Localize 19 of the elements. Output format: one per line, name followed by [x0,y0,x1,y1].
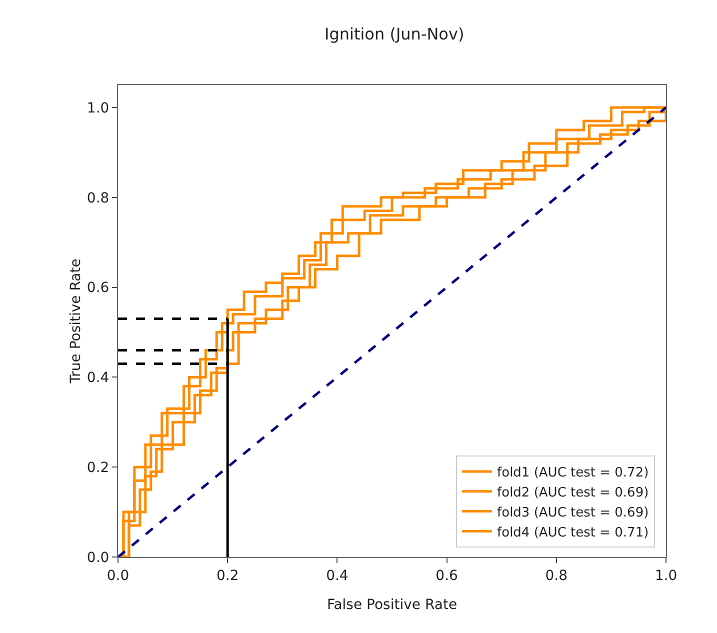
legend-label: fold1 (AUC test = 0.72) [497,466,649,481]
y-axis-title: True Positive Rate [68,258,84,384]
y-tick-label: 1.0 [86,100,110,116]
chart-title: Ignition (Jun-Nov) [324,24,464,44]
y-tick-label: 0.2 [86,460,110,476]
y-tick-label: 0.6 [86,280,110,296]
y-tick-label: 0.8 [86,190,110,206]
x-tick-label: 1.0 [654,568,678,584]
y-tick-label: 0.0 [86,550,110,566]
x-tick-label: 0.6 [436,568,458,584]
x-tick-label: 0.0 [106,568,130,584]
legend-label: fold3 (AUC test = 0.69) [497,505,649,520]
legend-label: fold2 (AUC test = 0.69) [497,485,649,500]
x-tick-label: 0.4 [326,568,348,584]
x-tick-label: 0.8 [545,568,568,584]
legend-label: fold4 (AUC test = 0.71) [497,525,649,540]
x-axis-title: False Positive Rate [326,597,458,613]
y-tick-label: 0.4 [86,370,110,386]
x-tick-label: 0.2 [216,568,239,584]
